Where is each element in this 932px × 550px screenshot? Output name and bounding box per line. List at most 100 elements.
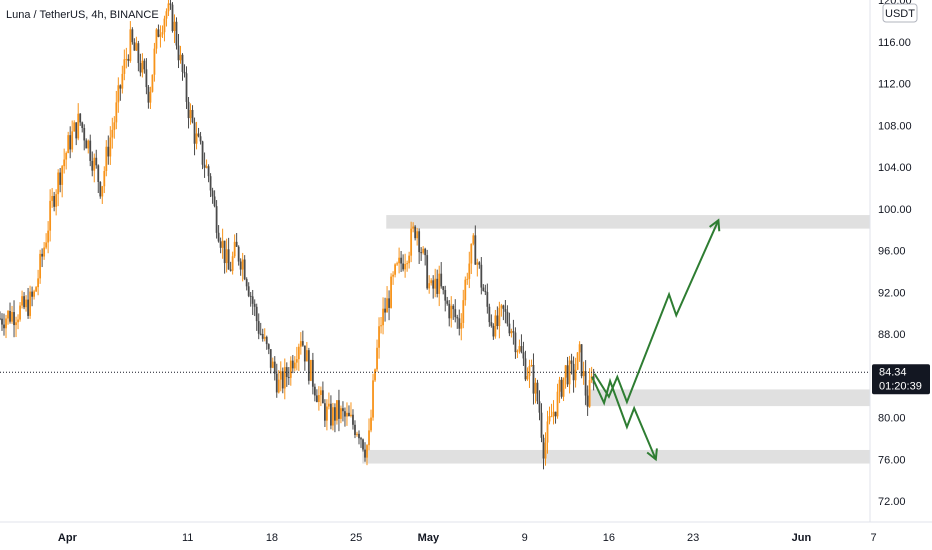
candlestick-series	[0, 0, 595, 470]
candle-body	[372, 380, 374, 418]
candle-body	[588, 380, 591, 407]
candle-body	[193, 122, 196, 144]
candle-body	[267, 344, 270, 350]
candle-body	[552, 411, 555, 417]
candle-body	[442, 286, 445, 291]
candle-body	[69, 135, 72, 150]
candle-body	[11, 312, 13, 322]
candle-body	[430, 280, 433, 284]
candle-body	[456, 317, 459, 319]
candle-body	[77, 113, 80, 139]
x-tick-label: 18	[266, 532, 278, 544]
candle-body	[313, 386, 316, 396]
candle-body	[95, 157, 98, 166]
candle-body	[223, 240, 226, 264]
candle-body	[217, 232, 220, 242]
candle-body	[307, 350, 310, 381]
candle-body	[205, 166, 208, 168]
candle-body	[169, 3, 172, 5]
candle-body	[271, 361, 274, 368]
candle-body	[167, 3, 170, 12]
candle-body	[474, 235, 477, 265]
candle-body	[115, 102, 118, 123]
candle-body	[426, 255, 429, 289]
candle-body	[378, 326, 380, 348]
candle-body	[21, 296, 23, 306]
candle-body	[207, 166, 210, 177]
candle-body	[265, 336, 268, 345]
candle-body	[7, 310, 9, 319]
candle-body	[492, 325, 495, 337]
candle-body	[29, 291, 31, 316]
candle-body	[574, 369, 577, 381]
currency-button[interactable]: USDT	[882, 3, 918, 23]
x-tick-label: Apr	[58, 532, 78, 544]
candle-body	[161, 32, 164, 35]
candle-body	[452, 305, 455, 310]
candle-body	[311, 359, 314, 387]
candle-body	[225, 249, 228, 264]
candle-body	[346, 412, 348, 417]
candle-body	[400, 257, 403, 264]
candle-body	[211, 190, 214, 197]
candle-body	[203, 164, 206, 168]
candle-body	[121, 73, 124, 89]
candle-body	[530, 364, 533, 366]
candle-body	[149, 91, 152, 103]
y-tick-label: 100.00	[878, 204, 912, 216]
candle-body	[259, 333, 262, 335]
candle-body	[336, 400, 338, 421]
zone-1	[584, 389, 870, 407]
candle-body	[334, 407, 336, 421]
candle-body	[305, 350, 308, 362]
candle-body	[448, 303, 451, 319]
candle-body	[237, 246, 240, 262]
candle-body	[376, 347, 378, 370]
x-tick-label: 7	[871, 532, 877, 544]
x-axis-ticks: Apr 11 18 25 May 9 16 23 Jun 7	[58, 532, 877, 544]
candle-body	[249, 295, 252, 297]
candle-body	[526, 376, 529, 380]
candle-body	[247, 286, 250, 296]
y-tick-label: 72.00	[878, 496, 906, 508]
candle-body	[295, 359, 298, 363]
candle-body	[51, 195, 54, 201]
arrow-head-1	[646, 448, 658, 462]
candle-body	[23, 296, 25, 308]
y-tick-label: 96.00	[878, 246, 906, 258]
candle-body	[402, 263, 405, 270]
candle-body	[326, 406, 328, 421]
candle-body	[546, 421, 549, 443]
chart-title: Luna / TetherUS, 4h, BINANCE	[6, 9, 159, 21]
candle-body	[1, 318, 3, 325]
candle-body	[141, 60, 144, 73]
candle-body	[504, 309, 507, 312]
x-tick-label: Jun	[792, 532, 812, 544]
candle-body	[520, 346, 523, 353]
candle-body	[241, 259, 244, 270]
candle-body	[330, 403, 332, 426]
candle-body	[406, 263, 409, 265]
candle-body	[360, 438, 362, 440]
candle-body	[163, 18, 166, 33]
candle-body	[309, 359, 312, 381]
candle-body	[233, 241, 236, 257]
x-tick-label: 9	[522, 532, 528, 544]
candle-body	[281, 371, 284, 389]
candle-body	[25, 299, 27, 308]
candle-body	[510, 331, 513, 334]
candle-body	[299, 341, 302, 347]
candle-body	[398, 257, 401, 264]
candle-body	[382, 308, 384, 326]
candle-body	[502, 305, 505, 310]
candle-body	[315, 395, 318, 402]
candle-body	[37, 278, 40, 288]
candle-body	[89, 140, 92, 161]
candle-body	[380, 325, 382, 327]
x-tick-label: 11	[182, 532, 193, 544]
currency-label: USDT	[885, 8, 915, 20]
candle-body	[87, 140, 90, 149]
candle-body	[71, 131, 74, 150]
